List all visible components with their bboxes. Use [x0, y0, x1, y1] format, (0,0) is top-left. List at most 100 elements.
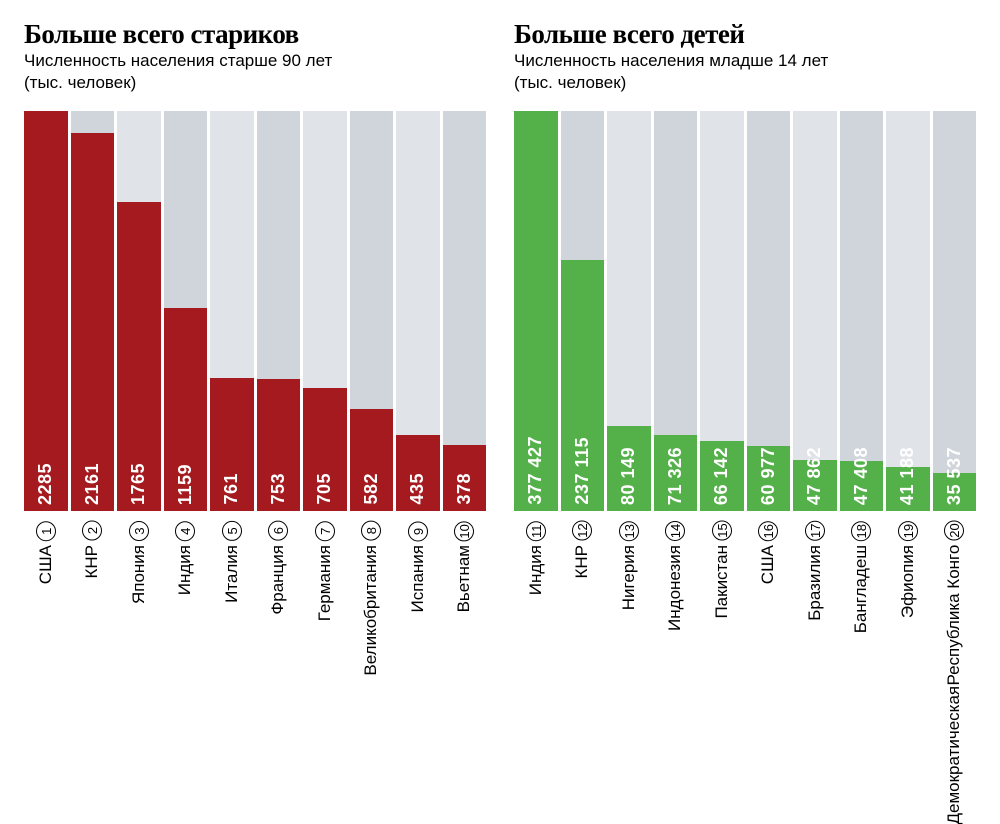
- country-label: КНР: [572, 545, 592, 579]
- bar: 60 977: [747, 446, 791, 511]
- bar-col: 435: [396, 111, 443, 511]
- bar-value: 237 115: [572, 431, 593, 511]
- label-inner: США 16: [758, 521, 778, 584]
- bar-value: 80 149: [618, 441, 639, 511]
- label-col: Великобритания8: [350, 521, 397, 676]
- country-label: Бангладеш: [851, 545, 871, 633]
- rank-badge: 13: [619, 521, 639, 541]
- country-label: Демократическая: [944, 686, 964, 824]
- country-label: Германия: [315, 545, 335, 621]
- bar-col: 41 188: [886, 111, 933, 511]
- page: Больше всего стариков Численность населе…: [0, 0, 1000, 727]
- country-label: КНР: [82, 545, 102, 579]
- bar-col: 35 537: [933, 111, 977, 511]
- rank-badge: 6: [268, 521, 288, 541]
- panel-children-title: Больше всего детей: [514, 20, 976, 48]
- labels-elderly: США1КНР2Япония3Индия4Италия5Франция6Герм…: [24, 521, 486, 676]
- rank-badge: 18: [851, 521, 871, 541]
- label-inner: Испания 9: [408, 521, 428, 612]
- rank-badge: 15: [712, 521, 732, 541]
- bar-value: 47 408: [851, 441, 872, 511]
- bar: 80 149: [607, 426, 651, 511]
- bar-col: 47 862: [793, 111, 840, 511]
- country-label: Италия: [222, 545, 242, 603]
- chart-elderly: 2285216117651159761753705582435378 США1К…: [24, 111, 486, 676]
- bar-col: 2161: [71, 111, 118, 511]
- country-label: Эфиопия: [898, 545, 918, 618]
- bar-value: 2161: [82, 457, 103, 511]
- bar-col: 80 149: [607, 111, 654, 511]
- label-col: Пакистан 15: [700, 521, 747, 824]
- bar-value: 705: [314, 467, 335, 511]
- bar: 47 408: [840, 461, 884, 511]
- country-label: Япония: [129, 545, 149, 604]
- bar-col: 2285: [24, 111, 71, 511]
- bar-col: 582: [350, 111, 397, 511]
- bar-col: 1159: [164, 111, 211, 511]
- panel-elderly-subtitle-1: Численность населения старше 90 лет: [24, 50, 486, 71]
- rank-badge: 16: [758, 521, 778, 541]
- bar: 582: [350, 409, 394, 511]
- label-inner: Индонезия 14: [665, 521, 685, 631]
- label-col: Вьетнам10: [443, 521, 487, 676]
- bar-value: 377 427: [525, 430, 546, 511]
- rank-badge: 4: [175, 521, 195, 541]
- rank-badge: 19: [898, 521, 918, 541]
- bar-value: 753: [268, 467, 289, 511]
- country-label: Республика Конго: [944, 545, 964, 686]
- label-inner: Япония3: [129, 521, 149, 604]
- country-label: Великобритания: [361, 545, 381, 676]
- label-inner: Пакистан 15: [712, 521, 732, 619]
- label-col: Испания 9: [396, 521, 443, 676]
- label-inner: Бангладеш 18: [851, 521, 871, 633]
- bar-col: 377 427: [514, 111, 561, 511]
- country-label: Индонезия: [665, 545, 685, 631]
- label-col: Нигерия 13: [607, 521, 654, 824]
- bar-value: 35 537: [944, 441, 965, 511]
- rank-badge: 14: [665, 521, 685, 541]
- country-label: Испания: [408, 545, 428, 612]
- label-col: Италия 5: [210, 521, 257, 676]
- bar: 1159: [164, 308, 208, 511]
- bar: 2161: [71, 133, 115, 511]
- bars-children: 377 427237 11580 14971 32666 14260 97747…: [514, 111, 976, 511]
- bar-value: 761: [221, 467, 242, 511]
- label-inner: Нигерия 13: [619, 521, 639, 610]
- bar-value: 1765: [128, 457, 149, 511]
- country-label: Нигерия: [619, 545, 639, 610]
- bar: 753: [257, 379, 301, 511]
- bar-value: 2285: [35, 457, 56, 511]
- bar-col: 1765: [117, 111, 164, 511]
- label-col: Германия7: [303, 521, 350, 676]
- bar-value: 71 326: [665, 441, 686, 511]
- bars-elderly: 2285216117651159761753705582435378: [24, 111, 486, 511]
- country-label: США: [758, 545, 778, 584]
- bar: 435: [396, 435, 440, 511]
- label-col: США 16: [747, 521, 794, 824]
- bar-col: 753: [257, 111, 304, 511]
- bar: 377 427: [514, 111, 558, 511]
- bar-value: 60 977: [758, 441, 779, 511]
- label-col: Бразилия17: [793, 521, 840, 824]
- country-label: Франция: [268, 545, 288, 615]
- label-col: КНР12: [561, 521, 608, 824]
- label-inner: Великобритания8: [361, 521, 381, 676]
- bar: 71 326: [654, 435, 698, 511]
- label-inner: Бразилия17: [805, 521, 825, 621]
- label-col: ДемократическаяРеспублика Конго20: [933, 521, 977, 824]
- label-inner: США1: [36, 521, 56, 584]
- labels-children: Индия11 КНР12 Нигерия 13 Индонезия 14 Пакистан…: [514, 521, 976, 824]
- panel-elderly-subtitle-2: (тыс. человек): [24, 72, 486, 93]
- bar-value: 66 142: [711, 441, 732, 511]
- label-col: Индия11: [514, 521, 561, 824]
- bar: 705: [303, 388, 347, 511]
- rank-badge: 9: [408, 521, 428, 541]
- panel-children-subtitle-2: (тыс. человек): [514, 72, 976, 93]
- label-inner: Индия 4: [175, 521, 195, 595]
- country-label: Пакистан: [712, 545, 732, 619]
- country-label: Индия: [175, 545, 195, 595]
- country-label: Бразилия: [805, 545, 825, 621]
- label-col: Индонезия 14: [654, 521, 701, 824]
- label-inner: Индия11: [526, 521, 546, 595]
- rank-badge: 5: [222, 521, 242, 541]
